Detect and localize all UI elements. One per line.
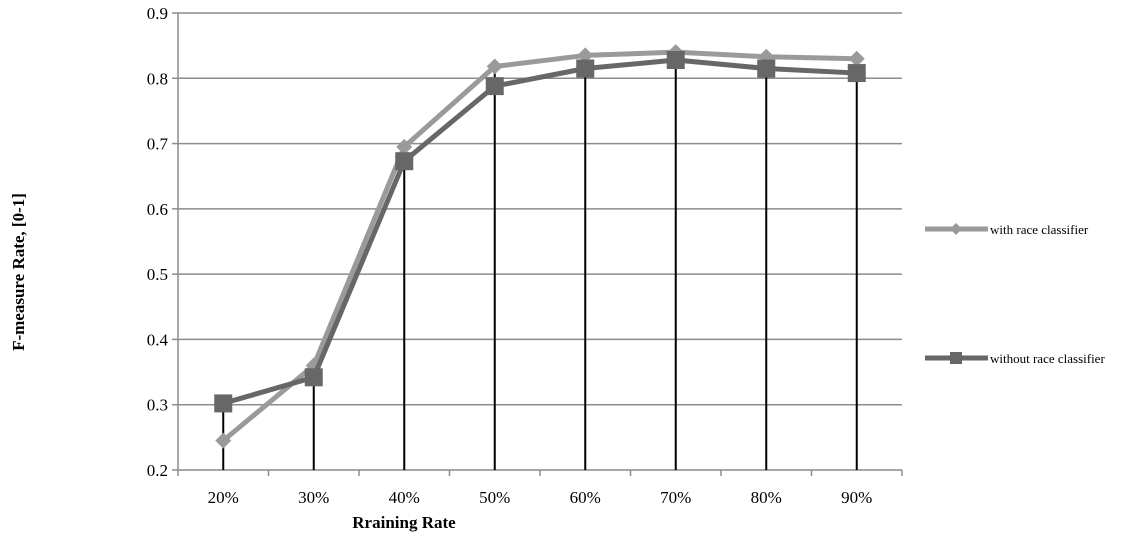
series-1 (215, 44, 865, 448)
y-tick-label: 0.5 (147, 265, 168, 284)
data-point (395, 152, 413, 170)
data-point (486, 77, 504, 95)
y-tick-label: 0.3 (147, 396, 168, 415)
data-point (305, 368, 323, 386)
data-point (576, 59, 594, 77)
y-tick-label: 0.2 (147, 461, 168, 480)
y-tick-label: 0.4 (147, 330, 169, 349)
gridlines (172, 13, 902, 476)
data-point (848, 64, 866, 82)
x-tick-label: 40% (389, 488, 420, 507)
y-axis-tick-labels: 0.2 0.3 0.4 0.5 0.6 0.7 0.8 0.9 (147, 4, 169, 480)
x-axis-title: Rraining Rate (352, 513, 456, 532)
legend-marker (950, 223, 962, 235)
y-tick-label: 0.7 (147, 135, 169, 154)
data-point (214, 394, 232, 412)
x-tick-label: 30% (298, 488, 329, 507)
data-point (757, 59, 775, 77)
y-tick-label: 0.6 (147, 200, 168, 219)
x-tick-label: 70% (660, 488, 691, 507)
x-tick-label: 50% (479, 488, 510, 507)
legend-label: without race classifier (990, 351, 1105, 366)
series-layer (214, 44, 866, 448)
x-tick-label: 80% (751, 488, 782, 507)
x-tick-label: 20% (208, 488, 239, 507)
x-axis-tick-labels: 20% 30% 40% 50% 60% 70% 80% 90% (208, 488, 873, 507)
legend: with race classifier without race classif… (925, 222, 1105, 366)
y-axis-title: F-measure Rate, [0-1] (9, 193, 28, 351)
legend-label: with race classifier (990, 222, 1089, 237)
x-tick-label: 90% (841, 488, 872, 507)
y-tick-label: 0.9 (147, 4, 168, 23)
x-tick-label: 60% (570, 488, 601, 507)
series-2 (214, 51, 866, 412)
data-point (667, 51, 685, 69)
drop-lines (223, 52, 857, 470)
legend-item: without race classifier (925, 351, 1105, 366)
legend-marker (950, 352, 962, 364)
legend-item: with race classifier (925, 222, 1089, 237)
y-tick-label: 0.8 (147, 69, 168, 88)
